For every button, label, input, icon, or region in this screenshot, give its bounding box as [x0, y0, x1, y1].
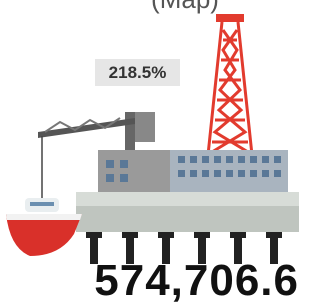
- infographic: (Map) 218.5% 574,706.6: [0, 0, 299, 305]
- deck-base: [76, 206, 299, 232]
- percentage-badge: 218.5%: [95, 59, 180, 86]
- main-value: 574,706.6: [94, 256, 299, 305]
- derrick-top: [216, 14, 244, 22]
- deck: [76, 192, 299, 206]
- title: (Map): [120, 0, 250, 15]
- building: [98, 150, 170, 192]
- ship: [6, 198, 82, 256]
- derrick: [208, 22, 252, 155]
